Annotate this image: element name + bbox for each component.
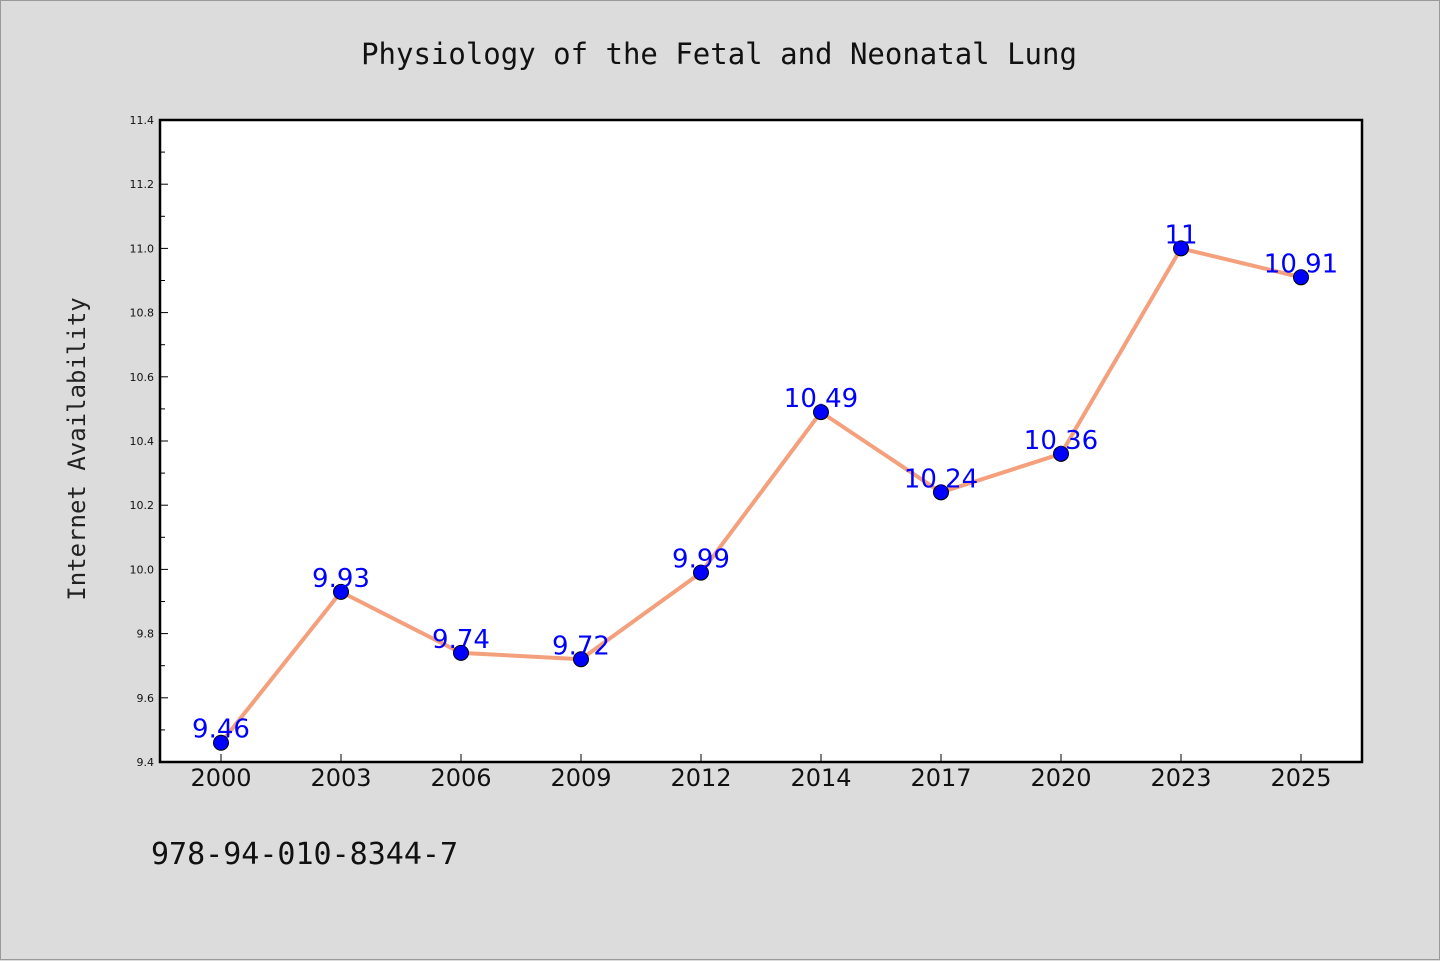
x-tick-label: 2009 bbox=[550, 764, 611, 792]
x-axis: 2000 2003 2006 2009 2012 2014 2017 2020 2023 2025 bbox=[190, 754, 1332, 792]
plot-area bbox=[158, 118, 1364, 764]
x-tick-label: 2006 bbox=[430, 764, 491, 792]
data-point-marker bbox=[573, 651, 589, 668]
x-tick-label: 2012 bbox=[670, 764, 731, 792]
x-tick-label: 2014 bbox=[790, 764, 851, 792]
data-label: 9.93 bbox=[312, 564, 370, 594]
y-tick-label: 10.4 bbox=[130, 435, 155, 448]
data-point-marker bbox=[1053, 445, 1069, 462]
data-point-marker bbox=[333, 583, 349, 600]
data-point-marker bbox=[1173, 240, 1189, 257]
series-line bbox=[219, 246, 1303, 745]
y-tick-label: 11.2 bbox=[130, 178, 155, 191]
data-label: 9.72 bbox=[552, 631, 610, 661]
y-tick-label: 11.4 bbox=[130, 114, 155, 127]
data-label: 11 bbox=[1164, 220, 1197, 250]
y-axis: 9.4 9.6 9.8 10.0 10.2 10.4 10.6 10.8 11.0 11.2 11.… bbox=[130, 114, 168, 769]
data-point-marker bbox=[813, 404, 829, 421]
data-label: 10.91 bbox=[1264, 249, 1338, 279]
data-point-marker bbox=[453, 644, 469, 661]
x-tick-label: 2025 bbox=[1270, 764, 1331, 792]
y-tick-label: 10.6 bbox=[130, 371, 155, 384]
x-tick-label: 2003 bbox=[310, 764, 371, 792]
y-axis-label: Internet Availability bbox=[63, 297, 91, 600]
series-layer bbox=[213, 240, 1309, 751]
chart-title: Physiology of the Fetal and Neonatal Lun… bbox=[361, 37, 1077, 71]
y-tick-label: 9.6 bbox=[137, 692, 155, 705]
data-label: 10.24 bbox=[904, 464, 978, 494]
y-tick-label: 9.8 bbox=[137, 628, 155, 641]
y-tick-label: 9.4 bbox=[137, 756, 155, 769]
data-label: 10.49 bbox=[784, 384, 858, 414]
isbn-annotation: 978-94-010-8344-7 bbox=[151, 837, 458, 872]
data-label-layer: 9.46 9.93 9.74 9.72 9.99 10.49 10.24 10.36 11 10.… bbox=[192, 220, 1338, 744]
data-label: 9.99 bbox=[672, 545, 730, 575]
data-point-marker bbox=[693, 564, 709, 581]
data-point-marker bbox=[933, 484, 949, 501]
data-label: 10.36 bbox=[1024, 426, 1098, 456]
y-tick-label: 10.8 bbox=[130, 307, 155, 320]
x-tick-label: 2000 bbox=[190, 764, 251, 792]
x-tick-label: 2017 bbox=[910, 764, 971, 792]
y-tick-label: 11.0 bbox=[130, 242, 155, 255]
x-tick-label: 2020 bbox=[1030, 764, 1091, 792]
data-point-marker bbox=[1293, 269, 1309, 286]
data-label: 9.74 bbox=[432, 625, 490, 655]
x-tick-label: 2023 bbox=[1150, 764, 1211, 792]
data-label: 9.46 bbox=[192, 715, 250, 745]
y-tick-label: 10.2 bbox=[130, 499, 155, 512]
y-tick-label: 10.0 bbox=[130, 563, 155, 576]
data-point-marker bbox=[213, 734, 229, 751]
